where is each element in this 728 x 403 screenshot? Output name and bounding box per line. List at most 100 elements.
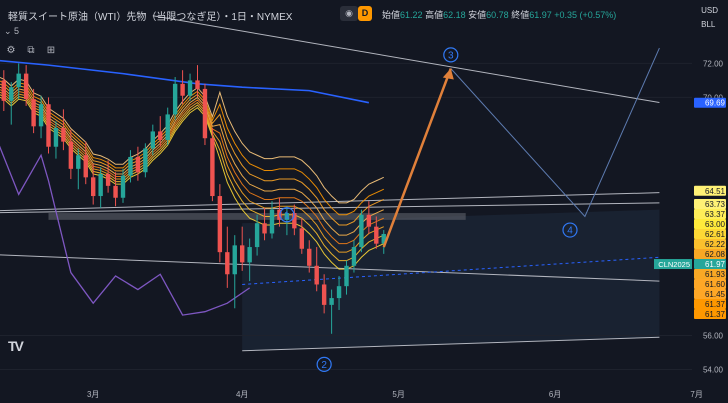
candle-body [143, 148, 148, 173]
price-label: 61.37 [705, 310, 726, 319]
wave-label-circle [316, 356, 332, 372]
support-line [242, 336, 660, 352]
x-tick-label: 3月 [87, 390, 99, 399]
candle-body [314, 265, 319, 285]
price-label-bg [694, 209, 726, 220]
grid-icon[interactable]: ⊞ [46, 45, 56, 56]
ma-ribbon-line [0, 76, 384, 204]
settings-icon[interactable]: ⚙ [6, 45, 16, 56]
candle-body [91, 177, 96, 197]
wave-label-circle [279, 207, 295, 223]
symbol-tag: CLN2025 [658, 260, 690, 269]
price-label-bg [694, 279, 726, 290]
candle-body [38, 104, 44, 127]
price-label: 62.61 [705, 230, 726, 239]
currency-label[interactable]: USD BLL [701, 4, 718, 32]
series-line-1 [0, 145, 251, 316]
open-label: 始値 [382, 10, 401, 20]
wave-label-circle [443, 47, 459, 63]
source-icon[interactable]: ⧉ [27, 45, 35, 56]
candle-body [202, 88, 208, 139]
candle-body [1, 80, 7, 101]
y-tick-label: 54.00 [703, 365, 724, 374]
price-label: 69.69 [705, 99, 726, 108]
candle-body [240, 245, 245, 263]
price-label-bg [694, 269, 726, 280]
eye-icon[interactable]: ◉ [340, 6, 358, 21]
candle-body [336, 286, 342, 299]
candle-body [83, 155, 88, 178]
price-label-bg [694, 199, 726, 210]
interval-badge[interactable]: D [358, 6, 372, 21]
candle-body [195, 80, 200, 89]
candle-body [61, 128, 66, 142]
close-label: 終値 [511, 10, 530, 20]
wave-label-point2: 2 [321, 360, 327, 371]
arrow-head [442, 68, 454, 80]
candle-body [307, 248, 312, 266]
candle-body [366, 214, 372, 227]
ma-ribbon-line [0, 80, 384, 216]
wave-label-point1: 1 [284, 210, 290, 221]
x-tick-label: 4月 [236, 390, 248, 399]
dashed-price-line [242, 256, 660, 285]
price-label-bg [694, 249, 726, 260]
candle-body [254, 223, 260, 248]
candle-body [225, 252, 230, 275]
wave-label-point4: 4 [567, 226, 573, 237]
price-label: 64.51 [705, 187, 726, 196]
candle-body [68, 141, 74, 169]
indicator-toggle[interactable]: ⌄ 5 [4, 26, 20, 36]
upper-trend-line [152, 15, 660, 104]
x-tick-label: 5月 [392, 390, 404, 399]
candle-body [232, 245, 237, 275]
candle-body [105, 173, 111, 186]
candle-body [9, 87, 14, 101]
x-tick-label: 7月 [690, 390, 702, 399]
currency-code: USD [701, 6, 718, 15]
price-label-bg [694, 97, 726, 108]
candle-body [217, 196, 223, 253]
projected-path [450, 47, 660, 218]
chart-header: 軽質スイート原油（WTI）先物（当限つなぎ足）・1日・NYMEX ◉ D 始値6… [0, 2, 728, 24]
symbol-title[interactable]: 軽質スイート原油（WTI）先物（当限つなぎ足）・1日・NYMEX [8, 12, 293, 23]
candle-body [76, 155, 81, 169]
price-label-bg [694, 309, 726, 320]
price-label: 62.08 [705, 250, 726, 259]
price-label-bg [694, 229, 726, 240]
price-label: 61.93 [705, 270, 726, 279]
candle-body [180, 83, 185, 96]
currency-unit: BLL [701, 20, 716, 29]
tradingview-logo: TV [8, 338, 24, 354]
candle-body [53, 128, 59, 147]
candle-body [16, 73, 21, 88]
wave-label-circle [562, 222, 578, 238]
toolbar-icons: ⚙ ⧉ ⊞ [4, 40, 64, 58]
price-label: 61.45 [705, 290, 726, 299]
price-label: 63.00 [705, 220, 726, 229]
price-label: 62.22 [705, 240, 726, 249]
candle-body [321, 284, 327, 305]
candle-body [128, 156, 133, 176]
candle-body [165, 114, 170, 140]
candle-body [247, 247, 252, 263]
shaded-zone [242, 209, 660, 351]
candle-body [135, 156, 141, 173]
ohlc-readout: 始値61.22 高値62.18 安値60.78 終値61.97 +0.35 (+… [382, 8, 616, 21]
price-label: 61.37 [705, 300, 726, 309]
candle-body [113, 185, 118, 198]
candle-body [269, 209, 275, 234]
candle-body [329, 298, 334, 305]
candle-body [31, 99, 36, 127]
price-label-bg [694, 299, 726, 310]
y-tick-label: 56.00 [703, 331, 724, 340]
candle-body [351, 247, 357, 266]
price-label-bg [694, 185, 726, 196]
low-label: 安値 [468, 10, 487, 20]
price-label: 61.60 [705, 280, 726, 289]
change-value: +0.35 (+0.57%) [554, 10, 617, 20]
candle-body [23, 73, 29, 100]
price-label-bg [694, 239, 726, 250]
